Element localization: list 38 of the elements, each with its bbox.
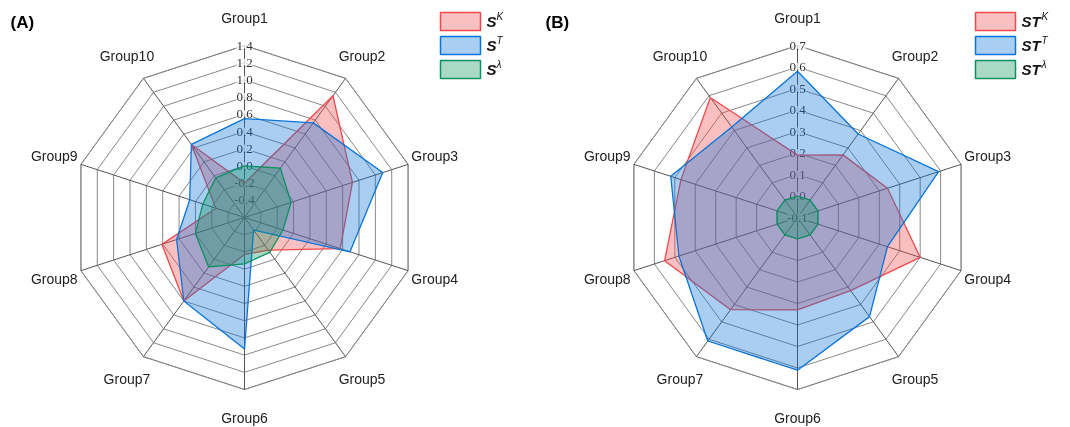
spoke-label: Group1 [221, 9, 269, 26]
spoke-label: Group10 [652, 47, 708, 64]
chart-title: (B) [545, 13, 570, 32]
spoke-label: Group3 [964, 147, 1012, 164]
y-tick-label: -0.4 [234, 192, 256, 208]
y-tick-label: 1.4 [236, 37, 254, 53]
spoke-label: Group9 [30, 147, 78, 164]
spoke-label: Group6 [221, 409, 269, 426]
y-tick-label: 1.0 [236, 71, 253, 87]
spoke-label: Group8 [30, 271, 78, 288]
y-tick-label: 0.3 [789, 123, 806, 139]
spoke-label: Group2 [891, 47, 939, 64]
spoke-label: Group4 [964, 271, 1012, 288]
spoke-label: Group5 [891, 371, 939, 388]
y-tick-label: 1.2 [236, 54, 253, 70]
y-tick-label: -0.2 [234, 175, 255, 191]
y-tick-label: 0.4 [789, 102, 807, 117]
y-tick-label: 0.5 [789, 80, 806, 96]
spoke-label: Group1 [774, 9, 822, 26]
spoke-label: Group5 [338, 371, 386, 388]
y-tick-label: 0.6 [236, 106, 254, 122]
spoke-label: Group6 [774, 409, 822, 426]
y-tick-label: 0.4 [236, 123, 254, 139]
y-tick-label: 0.6 [789, 59, 807, 74]
chart-title: (A) [10, 13, 35, 32]
spoke-label: Group8 [583, 271, 631, 288]
spoke-label: Group3 [411, 147, 459, 164]
y-tick-label: 0.1 [789, 166, 806, 182]
spoke-label: Group9 [583, 147, 631, 164]
spoke-label: Group2 [338, 47, 386, 64]
spoke-label: Group10 [99, 47, 155, 64]
y-tick-label: 0.2 [236, 140, 253, 156]
spoke-label: Group7 [656, 371, 704, 388]
spoke-label: Group7 [103, 371, 151, 388]
y-tick-label: 0.7 [789, 37, 807, 53]
y-tick-label: 0.2 [789, 145, 806, 160]
y-tick-label: 0.8 [236, 89, 253, 105]
spoke-label: Group4 [411, 271, 459, 288]
